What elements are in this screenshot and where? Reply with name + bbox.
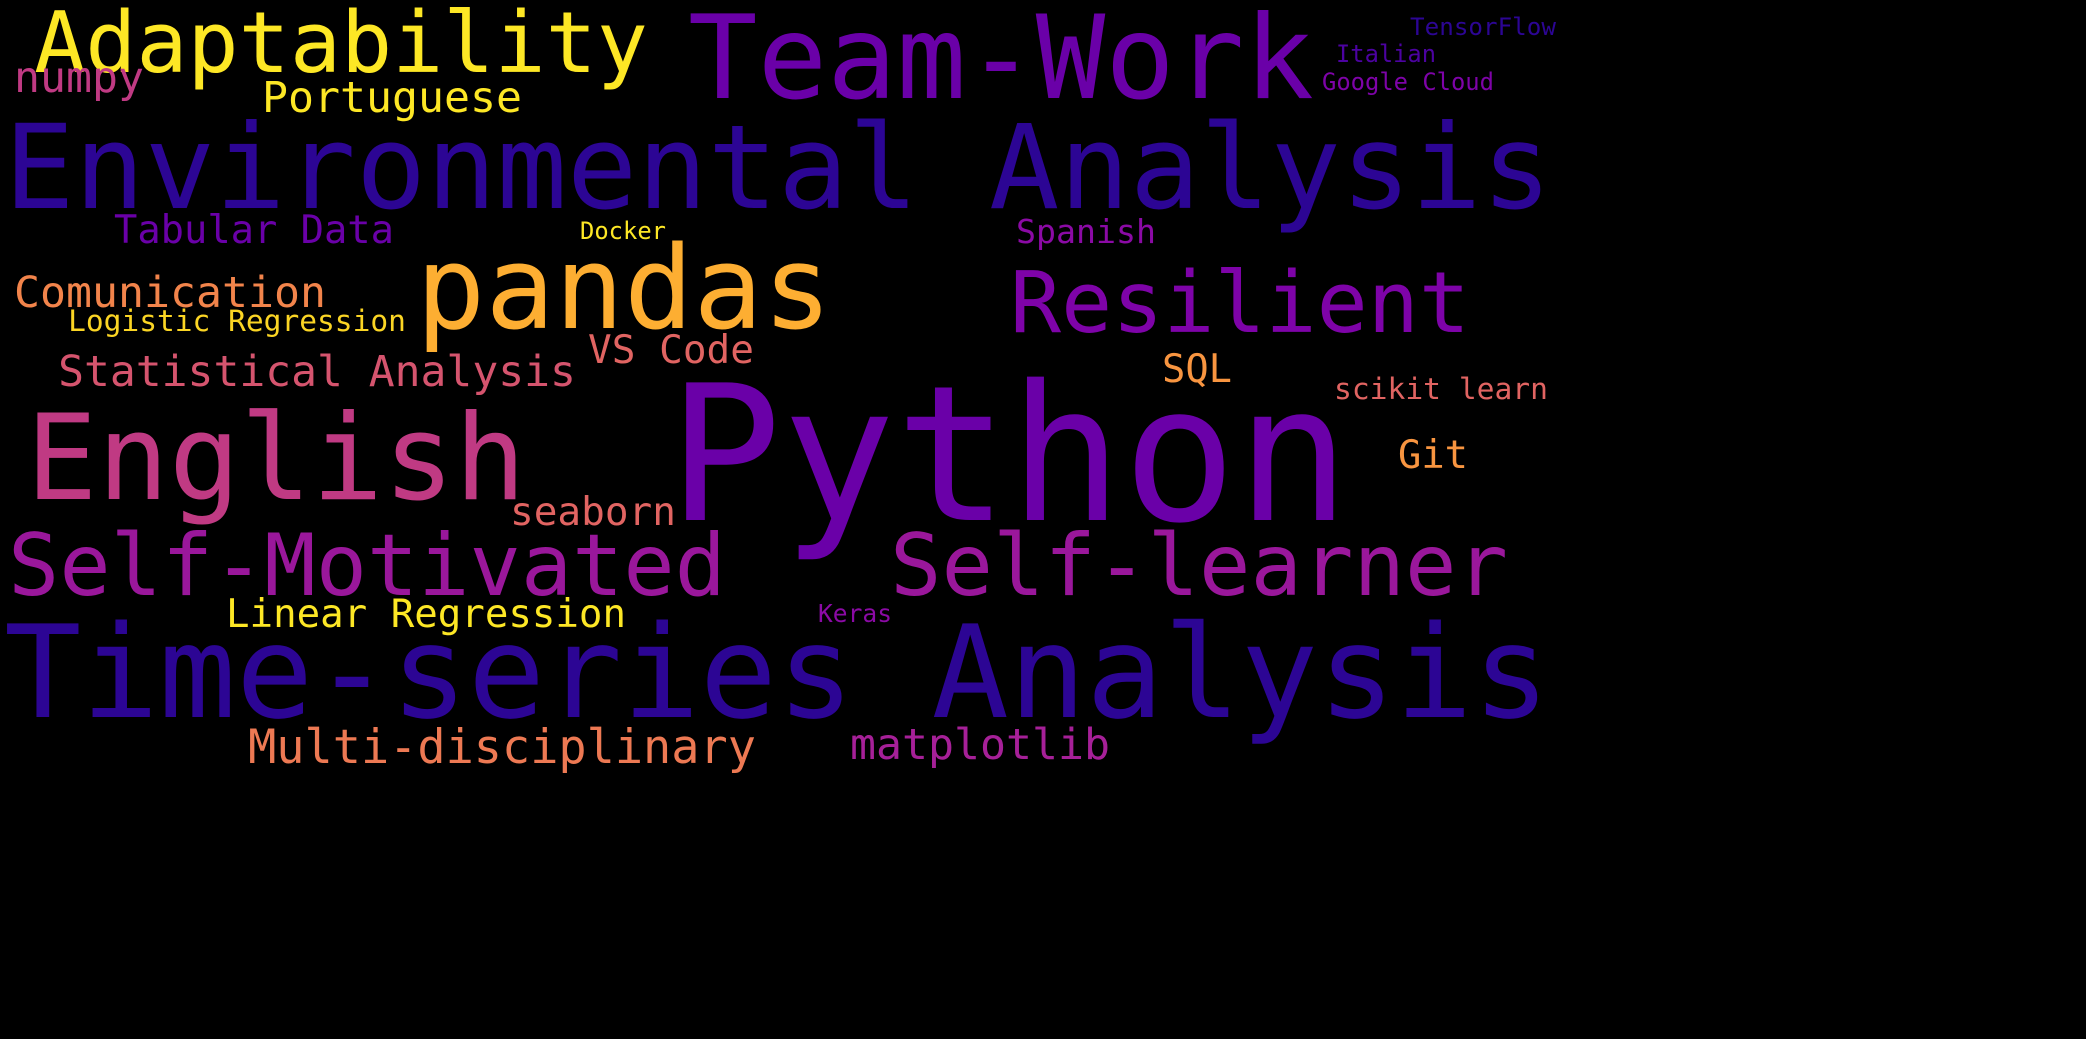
word-docker: Docker xyxy=(580,217,666,246)
word-linear-regression: Linear Regression xyxy=(226,592,626,638)
word-spanish: Spanish xyxy=(1016,212,1156,252)
word-self-learner: Self-learner xyxy=(890,517,1508,617)
word-scikit-learn: scikit learn xyxy=(1334,372,1548,407)
word-vs-code: VS Code xyxy=(588,327,754,374)
word-git: Git xyxy=(1398,432,1468,478)
word-italian: Italian xyxy=(1336,40,1436,69)
word-sql: SQL xyxy=(1162,346,1232,392)
word-self-motivated: Self-Motivated xyxy=(8,517,726,617)
word-pandas: pandas xyxy=(416,222,832,357)
word-portuguese: Portuguese xyxy=(262,73,522,124)
word-resilient: Resilient xyxy=(1010,253,1470,353)
word-keras: Keras xyxy=(818,598,892,628)
word-multi-disciplinary: Multi-disciplinary xyxy=(248,719,756,775)
word-seaborn: seaborn xyxy=(510,489,676,536)
word-adaptability: Adaptability xyxy=(34,0,648,93)
word-tensorflow: TensorFlow xyxy=(1410,11,1556,41)
word-numpy: numpy xyxy=(14,53,144,104)
word-python: Python xyxy=(668,344,1350,565)
word-team-work: Team-Work xyxy=(688,0,1314,127)
word-english: English xyxy=(26,388,526,527)
word-time-series-analysis: Time-series Analysis xyxy=(4,598,1550,748)
word-environmental-analysis: Environmental Analysis xyxy=(4,99,1552,236)
word-tabular-data: Tabular Data xyxy=(114,207,394,253)
word-statistical-analysis: Statistical Analysis xyxy=(58,347,576,398)
word-logistic-regression: Logistic Regression xyxy=(68,304,406,339)
word-google-cloud: Google Cloud xyxy=(1322,68,1494,97)
word-matplotlib: matplotlib xyxy=(850,720,1110,771)
word-comunication: Comunication xyxy=(14,268,326,319)
